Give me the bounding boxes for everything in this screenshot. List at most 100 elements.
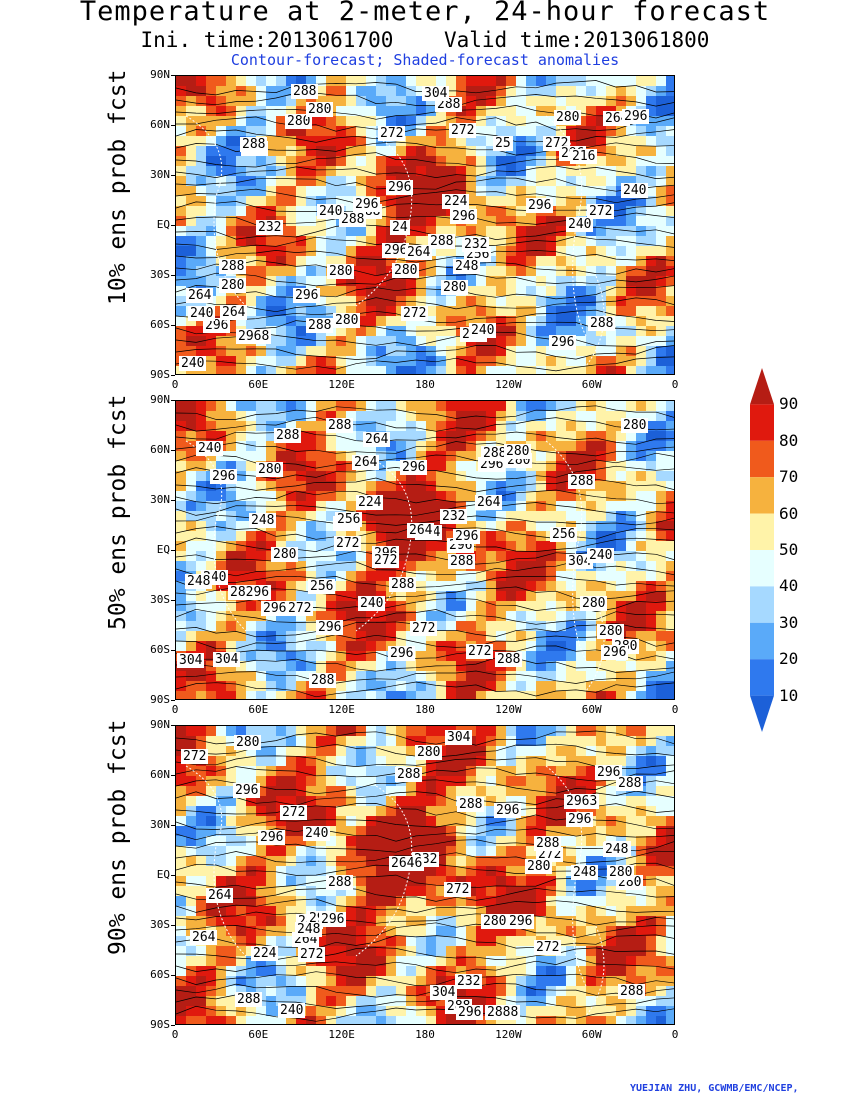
chart-subtitle: Contour-forecast; Shaded-forecast anomal… (230, 51, 620, 69)
longitude-tick-label: 0 (171, 378, 179, 391)
contour-line (176, 405, 674, 420)
latitude-tick (171, 325, 175, 326)
contour-line (176, 645, 674, 661)
contour-line (176, 971, 674, 986)
panel-row-label: 50% ens prob fcst (105, 394, 131, 630)
contour-line (176, 934, 674, 949)
longitude-tick-label: 120W (495, 703, 522, 716)
contour-line (176, 429, 674, 445)
contour-label: 272 (286, 601, 314, 616)
contour-label: 296 (319, 912, 347, 927)
contour-label: 280 (607, 865, 635, 880)
contour-label: 264 (407, 523, 435, 538)
latitude-tick-label: 30S (150, 918, 170, 931)
contour-label: 280 (554, 110, 582, 125)
contour-line (176, 188, 674, 204)
contour-label: 272 (466, 644, 494, 659)
contour-line (176, 489, 674, 505)
contour-label: 272 (372, 553, 400, 568)
coastline (585, 925, 605, 1017)
longitude-tick-label: 180 (415, 1028, 435, 1041)
colorbar-level-label: 90 (779, 394, 799, 414)
contour-label: 280 (271, 547, 299, 562)
time-info: Ini. time:2013061700 Valid time:20130618… (140, 28, 710, 52)
contour-label: 280 (415, 745, 443, 760)
contour-label: 296 (450, 209, 478, 224)
contour-label: 296 (386, 180, 414, 195)
map-panel-3: 2722882802962802888272264296288280288280… (175, 725, 675, 1025)
contour-line (176, 755, 674, 769)
latitude-tick (171, 925, 175, 926)
contour-label: 232 (256, 220, 284, 235)
contour-label: 296 (456, 1005, 484, 1020)
contour-label: 288 (389, 577, 417, 592)
contour-label: 224 (442, 194, 470, 209)
contour-label: 280 (597, 624, 625, 639)
contour-label: 24 (390, 220, 410, 235)
contour-label: 296 (622, 109, 650, 124)
latitude-tick-label: 90S (150, 1018, 170, 1031)
map-panel-2: 2722722882802802642962802962882882802802… (175, 400, 675, 700)
longitude-tick-label: 120E (328, 378, 355, 391)
latitude-tick-label: 30N (150, 168, 170, 181)
contour-label: 272 (280, 805, 308, 820)
contour-label: 288 (306, 318, 334, 333)
longitude-tick-label: 0 (171, 1028, 179, 1041)
contour-label: 264 (363, 432, 391, 447)
latitude-tick (171, 875, 175, 876)
contour-label: 240 (358, 596, 386, 611)
contour-label: 248 (249, 513, 277, 528)
colorbar-level-label: 70 (779, 467, 799, 487)
contour-label: 248 (295, 922, 323, 937)
contour-label: 288 (618, 984, 646, 999)
contour-label: 272 (378, 126, 406, 141)
contour-line (176, 105, 674, 120)
contour-line (176, 681, 674, 698)
contour-label: 280 (285, 114, 313, 129)
latitude-tick-label: 90N (150, 393, 170, 406)
contour-label: 272 (449, 123, 477, 138)
contour-line (176, 502, 674, 517)
longitude-tick-label: 60E (248, 1028, 269, 1041)
contour-label: 240 (278, 1003, 306, 1018)
coastline (355, 135, 413, 307)
panel-row-label: 90% ens prob fcst (105, 719, 131, 955)
latitude-tick-label: 60N (150, 768, 170, 781)
contour-line (176, 958, 674, 974)
contour-label: 272 (181, 749, 209, 764)
latitude-tick-label: 30S (150, 268, 170, 281)
contour-line (176, 608, 674, 625)
contour-label: 256 (335, 512, 363, 527)
contour-label: 288 (428, 234, 456, 249)
colorbar-segment (750, 622, 774, 660)
contour-label: 272 (534, 940, 562, 955)
contour-label: 288 (395, 767, 423, 782)
contour-label: 304 (177, 653, 205, 668)
contour-label: 296 (388, 646, 416, 661)
latitude-tick (171, 275, 175, 276)
colorbar-segment (750, 513, 774, 550)
contour-label: 28296 (228, 585, 272, 600)
map-panel-1: 2802722882962802882962882802642722802882… (175, 75, 675, 375)
coastline (185, 440, 247, 632)
contour-label: 296 (233, 783, 261, 798)
contour-label: 288 (534, 836, 562, 851)
contour-label: 248 (185, 574, 213, 589)
contour-label: 280 (525, 859, 553, 874)
contour-label: 232 (455, 974, 483, 989)
longitude-tick-label: 180 (415, 378, 435, 391)
contour-label: 264 (405, 245, 433, 260)
latitude-tick-label: 60S (150, 968, 170, 981)
coastline (545, 440, 587, 662)
contour-label: 240 (303, 826, 331, 841)
contour-label: 256 (308, 579, 336, 594)
contour-label: 280 (333, 313, 361, 328)
contour-label: 296 (549, 335, 577, 350)
contour-label: 288 (588, 316, 616, 331)
latitude-tick (171, 825, 175, 826)
contour-label: 296 (494, 803, 522, 818)
contour-label: 296 (203, 318, 231, 333)
contour-label: 280 (234, 735, 262, 750)
contour-label: 240 (621, 183, 649, 198)
colorbar (750, 368, 774, 732)
